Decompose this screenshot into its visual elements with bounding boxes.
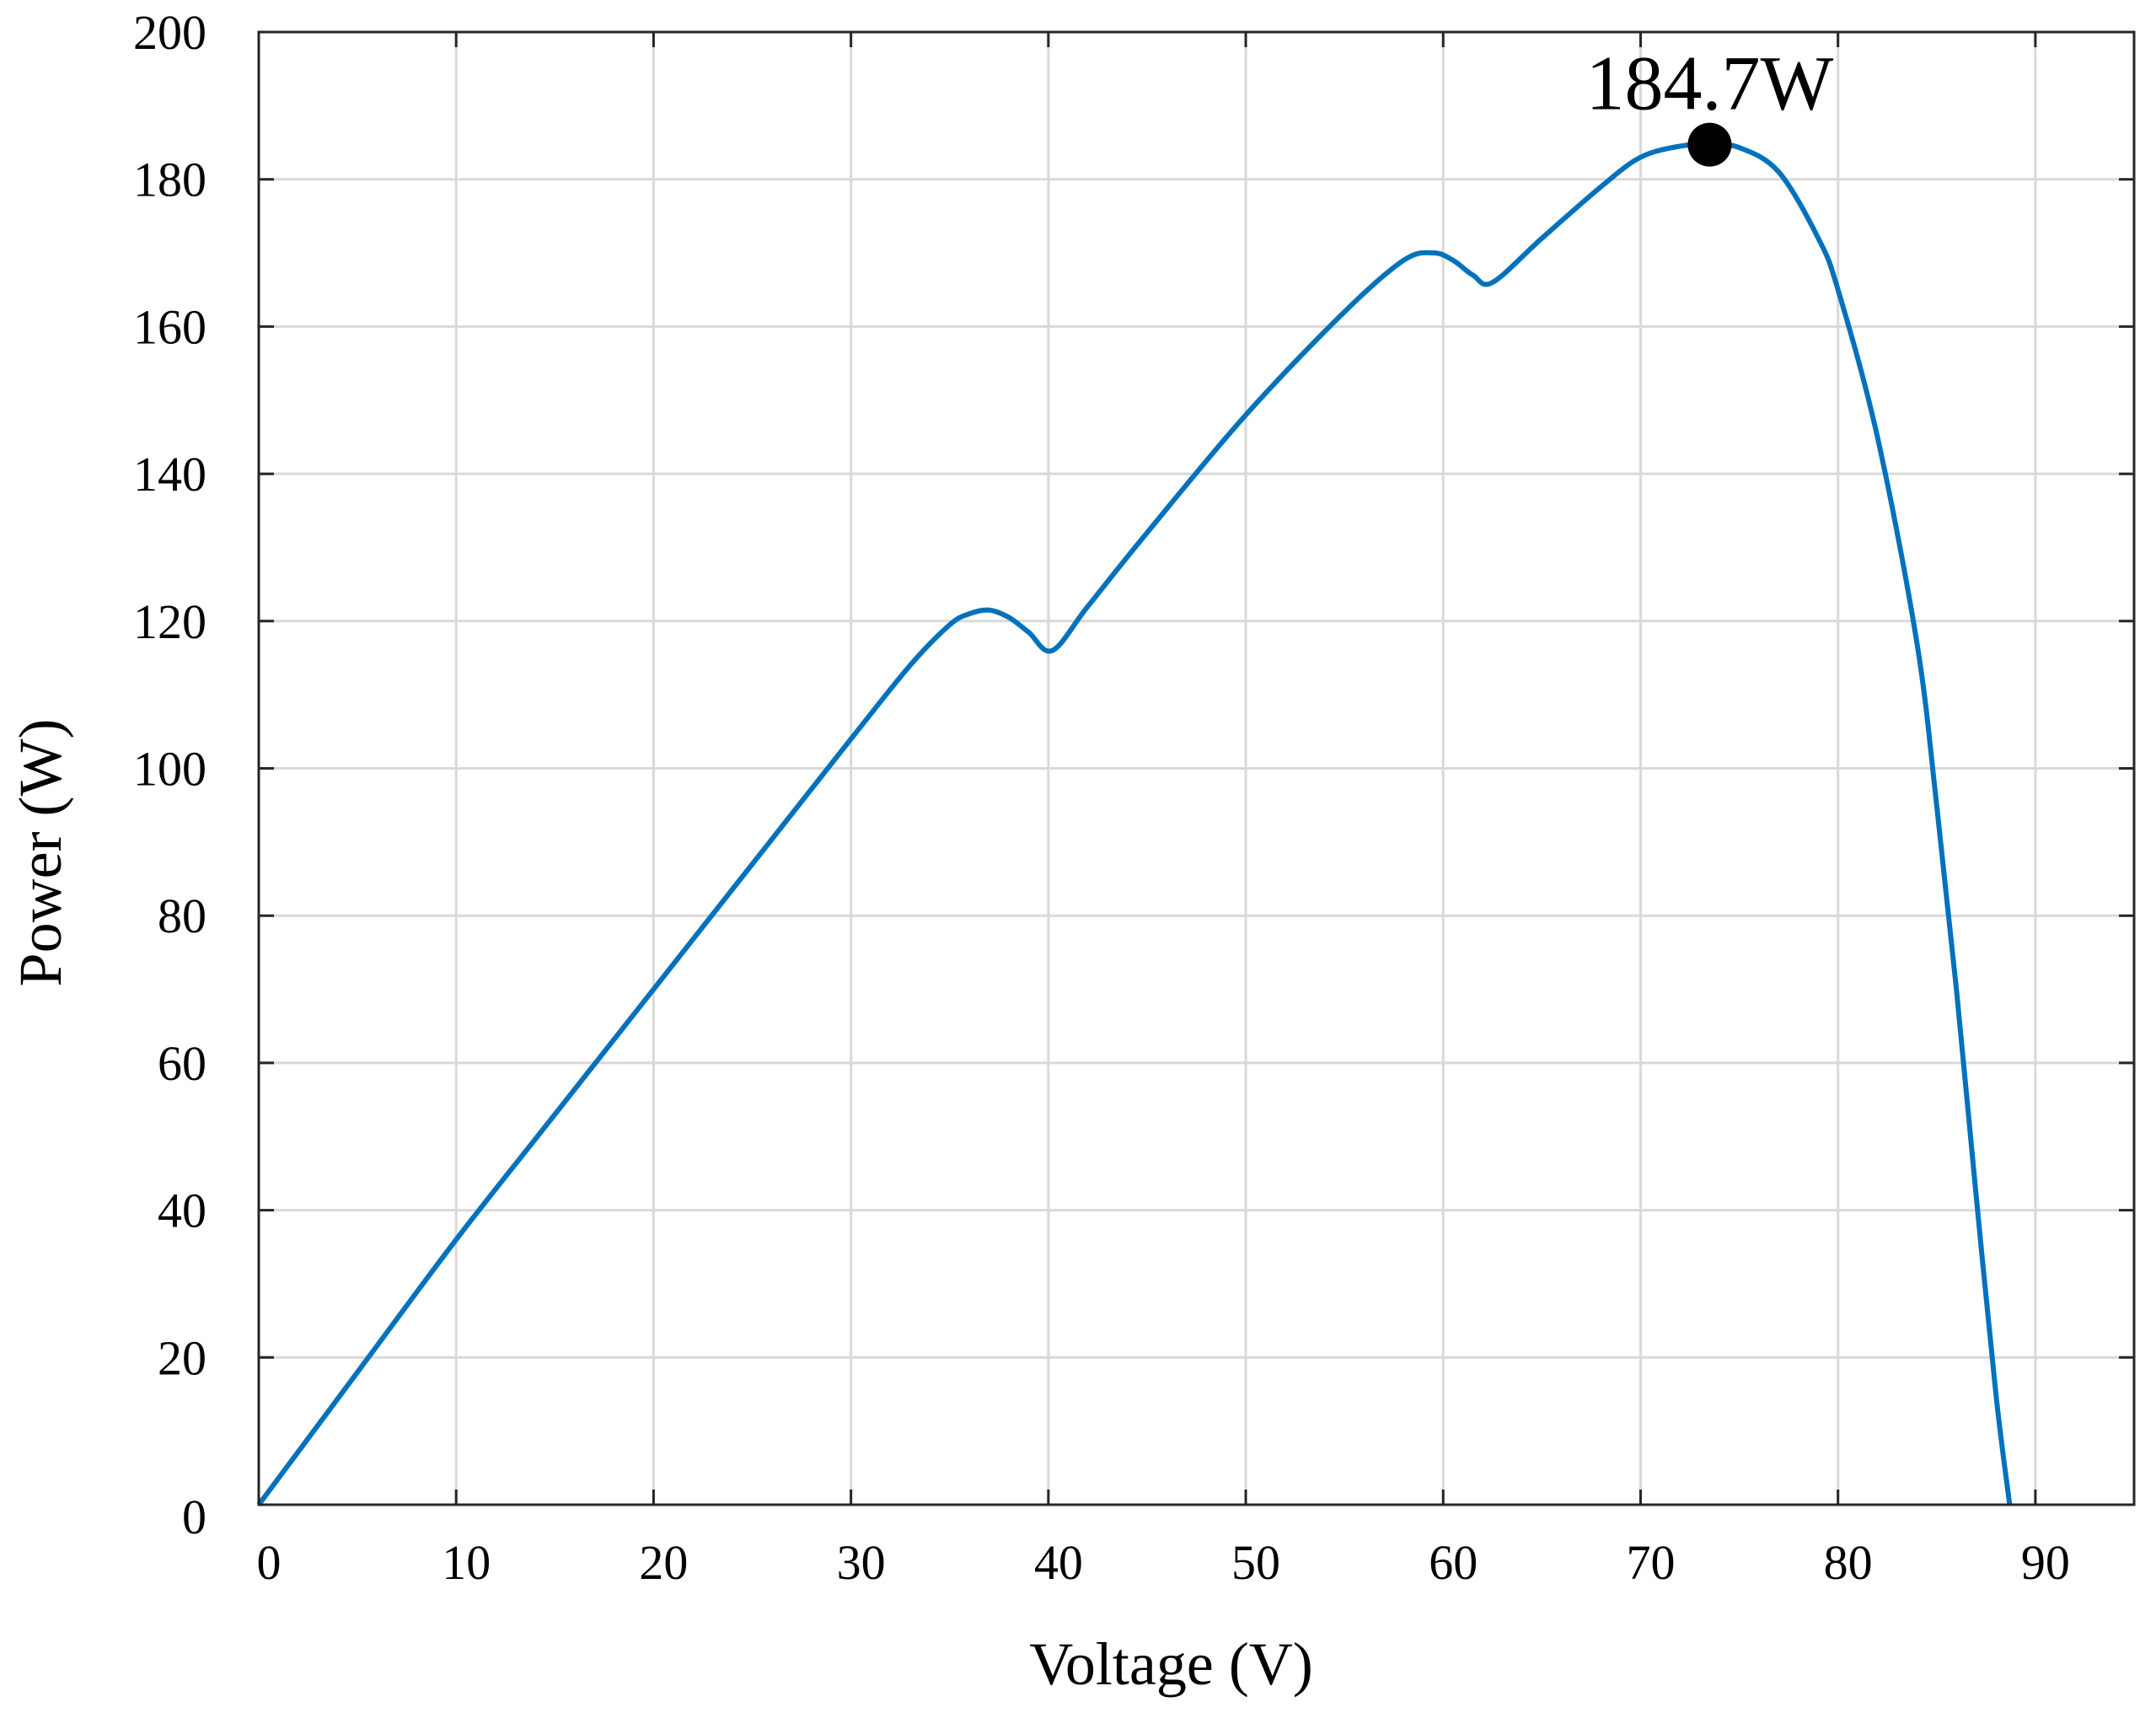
y-tick-labels: 0 20 40 60 80 100 120 140 160 180 200	[133, 5, 206, 1544]
power-curve-line	[256, 142, 2013, 1506]
y-tick-label: 60	[158, 1036, 206, 1091]
x-tick-label: 90	[2021, 1535, 2070, 1590]
max-power-marker	[1687, 122, 1732, 167]
x-axis-label: Voltage (V)	[1029, 1630, 1313, 1698]
y-tick-label: 40	[158, 1184, 206, 1238]
x-tick-label: 0	[257, 1535, 282, 1590]
plot-frame	[257, 30, 2136, 1506]
y-tick-label: 180	[133, 153, 206, 207]
y-tick-label: 80	[158, 889, 206, 943]
y-tick-label: 20	[158, 1330, 206, 1385]
x-tick-label: 20	[639, 1535, 688, 1590]
y-tick-label: 120	[133, 594, 206, 649]
x-tick-label: 10	[442, 1535, 491, 1590]
y-axis-label: Power (W)	[7, 719, 74, 987]
y-tick-label: 200	[133, 5, 206, 60]
max-power-label: 184.7W	[1586, 40, 1834, 126]
annotation-layer: 184.7W	[1586, 40, 1834, 167]
x-tick-labels: 0 10 20 30 40 50 60 70 80 90	[257, 1535, 2070, 1590]
x-tick-label: 40	[1034, 1535, 1083, 1590]
x-tick-label: 70	[1626, 1535, 1675, 1590]
x-tick-label: 80	[1824, 1535, 1873, 1590]
x-tick-label: 50	[1231, 1535, 1280, 1590]
series-layer	[256, 142, 2013, 1506]
x-tick-label: 30	[837, 1535, 886, 1590]
y-tick-label: 140	[133, 447, 206, 502]
y-tick-label: 160	[133, 299, 206, 354]
y-tick-label: 0	[182, 1490, 206, 1544]
x-tick-label: 60	[1429, 1535, 1478, 1590]
y-tick-label: 100	[133, 742, 206, 797]
